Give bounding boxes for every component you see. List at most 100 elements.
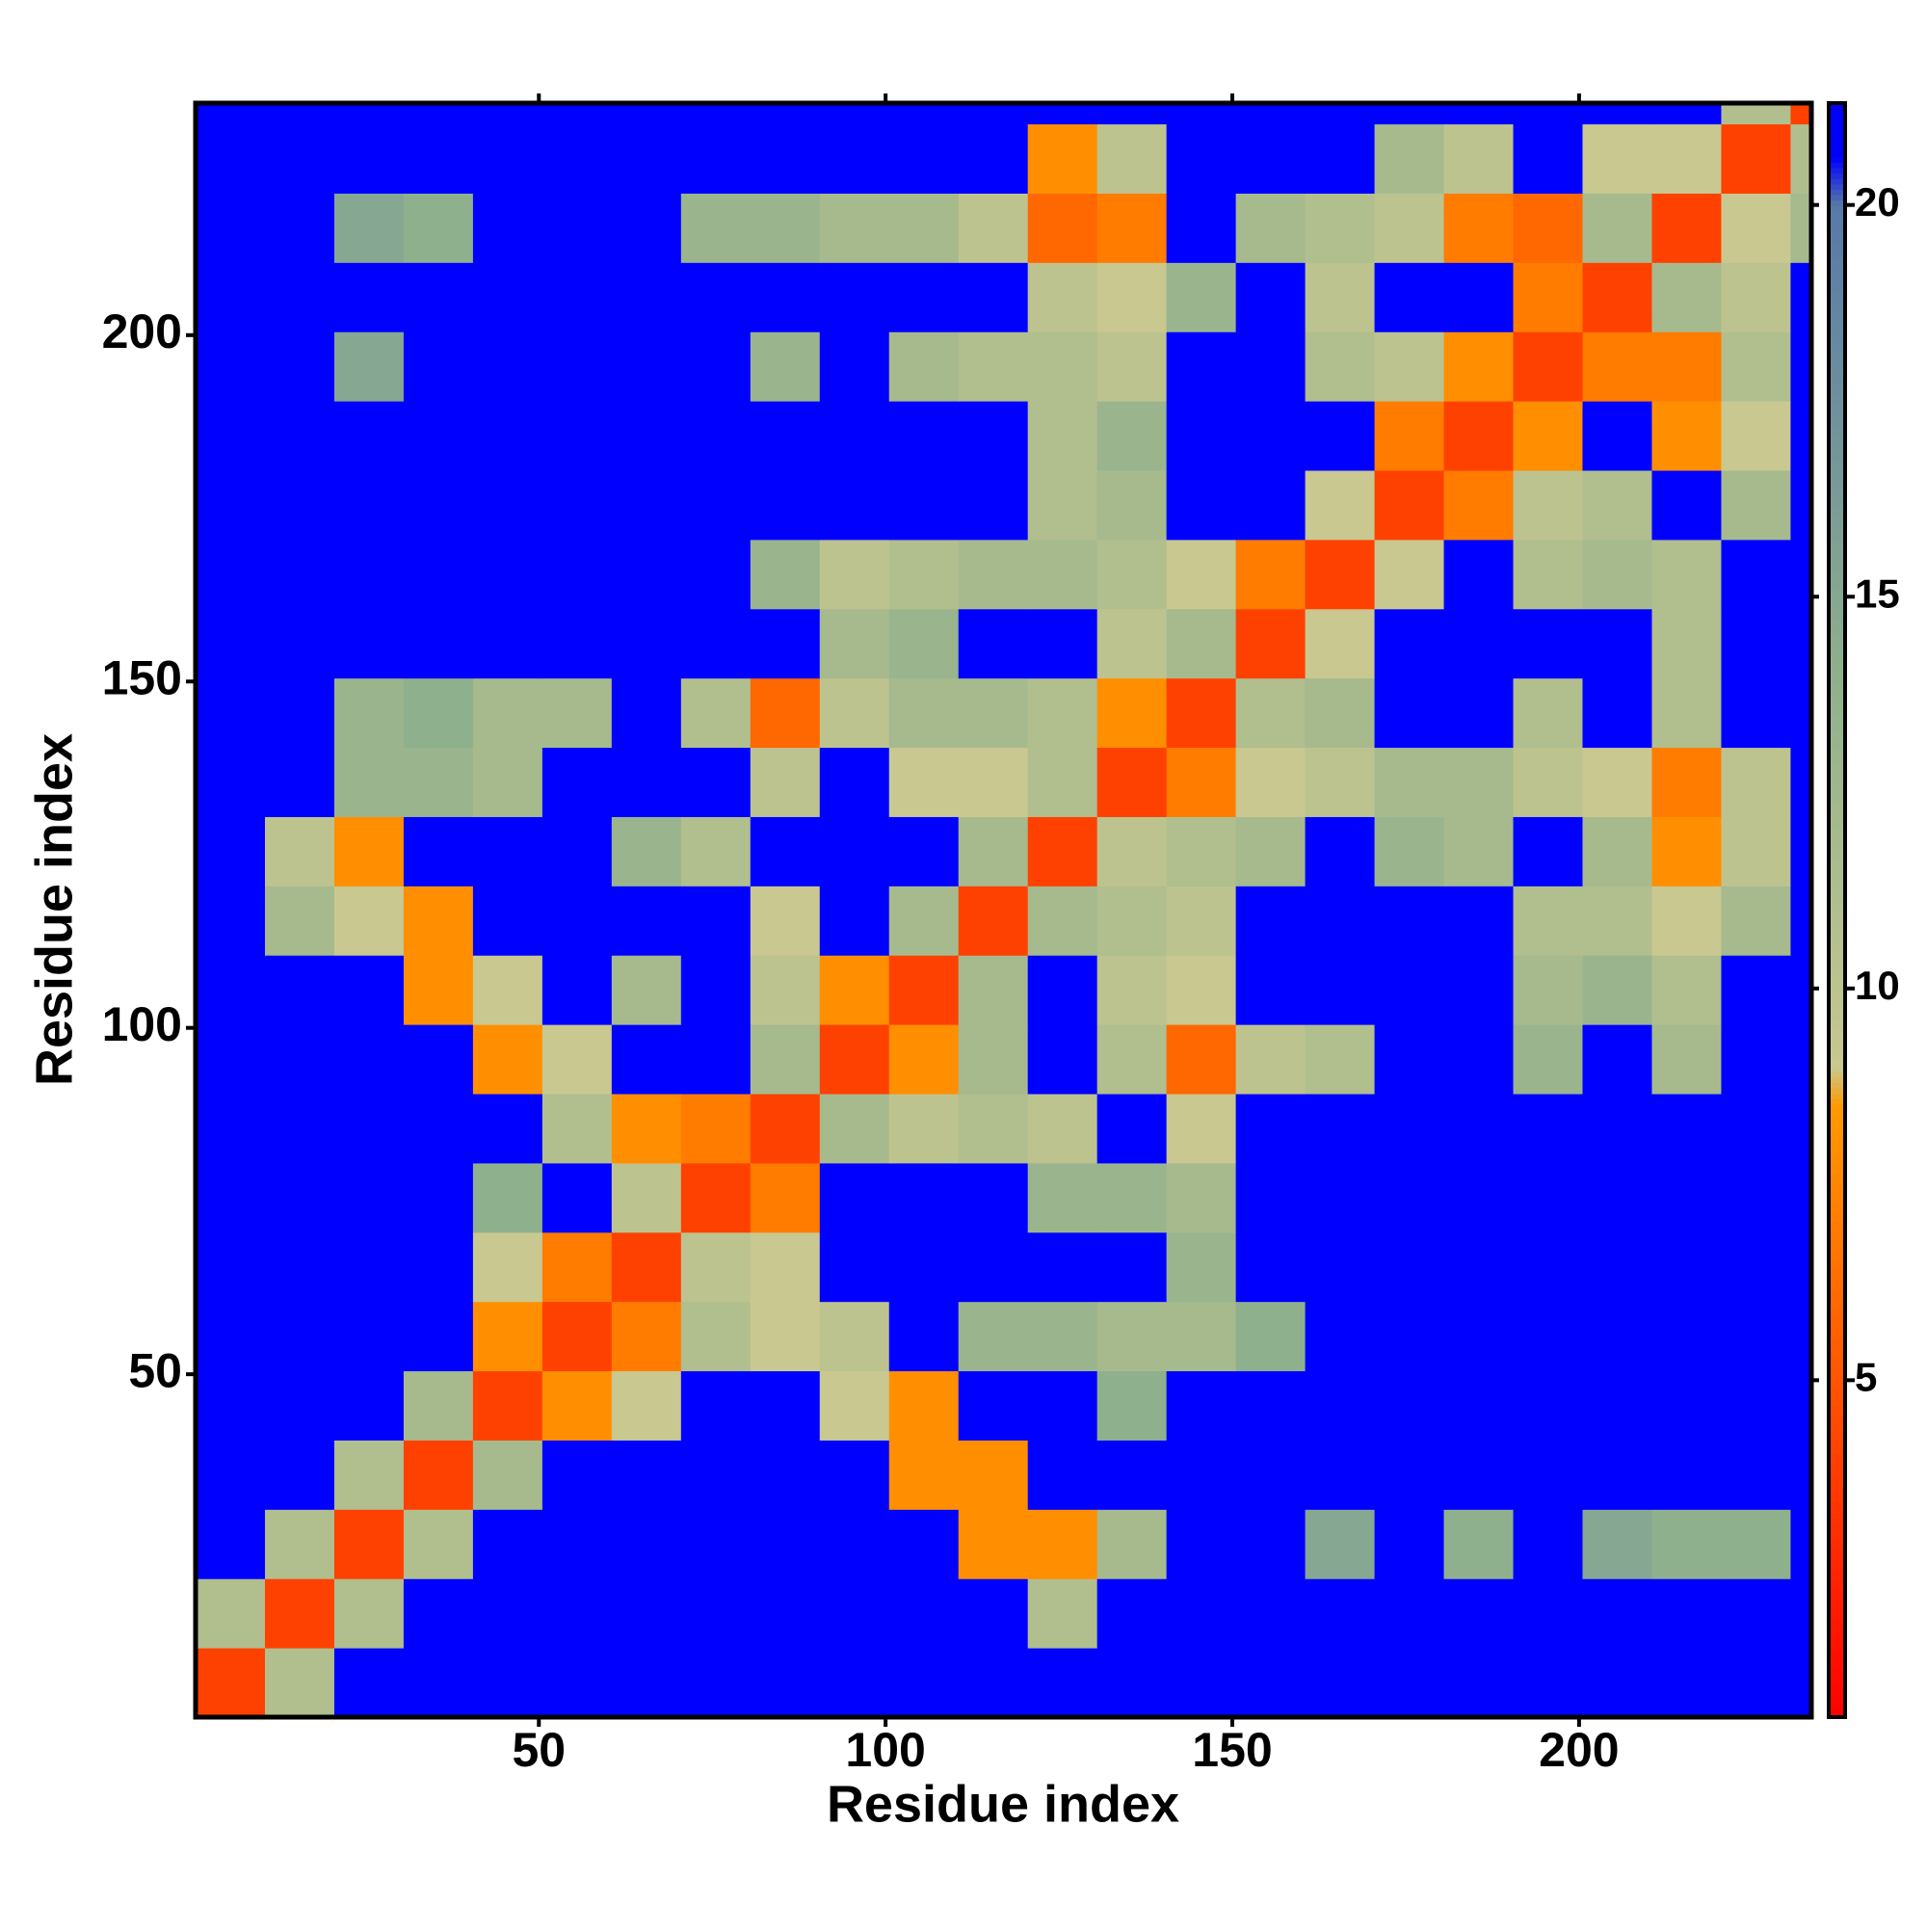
heatmap-cell [1235,470,1307,541]
heatmap-cell [541,401,613,471]
heatmap-cell [1582,608,1652,679]
colorbar-segment [1829,1566,1845,1573]
heatmap-cell [888,1648,960,1718]
heatmap-cell [1305,1370,1376,1441]
colorbar-segment [1829,323,1845,331]
heatmap-cell [680,886,752,956]
heatmap-cell [1651,747,1722,817]
heatmap-cell [819,1578,890,1649]
colorbar-segment [1829,910,1845,916]
colorbar-segment [1829,162,1845,169]
heatmap-cell [1027,816,1098,887]
colorbar-segment [1829,264,1845,271]
heatmap-cell [750,1440,821,1510]
heatmap-cell [1443,1578,1515,1649]
heatmap-cell [958,816,1029,887]
heatmap-cell [264,262,335,332]
heatmap-cell [541,1578,613,1649]
heatmap-cell [1582,123,1652,194]
heatmap-cell [680,539,752,610]
heatmap-cell [819,539,890,610]
colorbar-segment [1829,1238,1845,1245]
colorbar-segment [1829,1684,1845,1691]
heatmap-cell [1790,677,1812,749]
colorbar-segment [1829,1405,1845,1412]
heatmap-cell [1027,677,1098,749]
x-tick-label: 150 [1192,1723,1272,1777]
colorbar-segment [1829,597,1845,604]
colorbar-segment [1829,1308,1845,1314]
colorbar-segment [1829,995,1845,1003]
colorbar-segment [1829,560,1845,567]
heatmap-cell [1721,262,1791,332]
colorbar-segment [1829,1286,1845,1293]
heatmap-cell [1374,677,1445,749]
colorbar-segment [1829,108,1845,115]
heatmap-cell [472,103,543,125]
heatmap-cell [1651,955,1722,1025]
colorbar-segment [1829,129,1845,137]
colorbar-segment [1829,931,1845,939]
heatmap-cell [958,1162,1029,1233]
x-axis-label: Residue index [827,1775,1179,1833]
colorbar-segment [1829,393,1845,400]
heatmap-cell [541,886,613,956]
colorbar-segment [1829,1281,1845,1287]
heatmap-cell [1027,955,1098,1025]
colorbar-segment [1829,678,1845,685]
colorbar-segment [1829,1082,1845,1089]
colorbar-segment [1829,243,1845,250]
heatmap-cell [1374,331,1445,402]
colorbar-segment [1829,1028,1845,1035]
heatmap-cell [819,123,890,194]
heatmap-cell [1096,470,1168,541]
heatmap-cell [196,470,266,541]
colorbar-segment [1829,624,1845,631]
colorbar-segment [1829,1093,1845,1099]
heatmap-cell [750,331,821,402]
colorbar-segment [1829,581,1845,589]
colorbar-segment [1829,1599,1845,1605]
heatmap-cell [1790,262,1812,332]
heatmap-cell [1096,262,1168,332]
colorbar-segment [1829,447,1845,454]
colorbar-segment [1829,1609,1845,1616]
heatmap-cell [1235,955,1307,1025]
heatmap-cell [403,331,474,402]
heatmap-cell [611,1301,682,1372]
heatmap-cell [472,677,543,749]
heatmap-cell [1305,470,1376,541]
heatmap-cell [819,1231,890,1303]
heatmap-cell [1166,816,1237,887]
heatmap-cell [1443,1370,1515,1441]
heatmap-cell [1443,1440,1515,1510]
colorbar-segment [1829,485,1845,491]
heatmap-cell [1721,677,1791,749]
colorbar-segment [1829,947,1845,954]
heatmap-cell [541,1024,613,1095]
colorbar-segment [1829,1303,1845,1310]
colorbar-segment [1829,893,1845,900]
colorbar-segment [1829,270,1845,277]
colorbar-segment [1829,377,1845,384]
heatmap-cell [1235,677,1307,749]
heatmap-cell [888,955,960,1025]
colorbar-segment [1829,232,1845,239]
colorbar-frame [1827,101,1847,1719]
colorbar-segment [1829,1039,1845,1045]
colorbar-segment [1829,1340,1845,1347]
heatmap-cell [1374,539,1445,610]
heatmap-cell [1166,262,1237,332]
heatmap-cell [888,677,960,749]
heatmap-cell [819,816,890,887]
heatmap-cell [1166,1440,1237,1510]
heatmap-cell [750,1648,821,1718]
heatmap-cell [680,193,752,263]
colorbar-segment [1829,1442,1845,1449]
heatmap-cell [264,123,335,194]
heatmap-cell [1513,1578,1583,1649]
heatmap-cell [680,1370,752,1441]
heatmap-cell [1374,1162,1445,1233]
heatmap-cell [472,1648,543,1718]
colorbar-segment [1829,1130,1845,1137]
